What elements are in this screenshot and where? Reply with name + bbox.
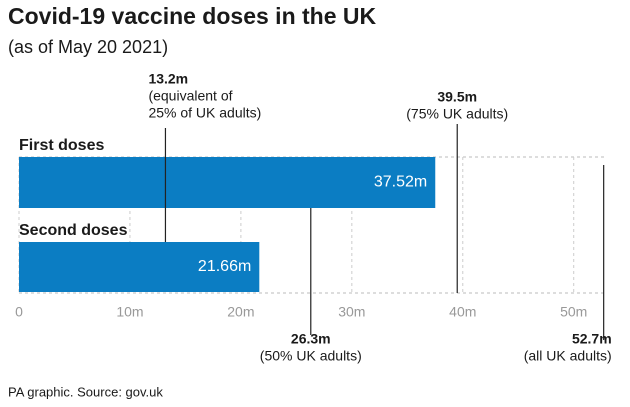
x-tick-label: 50m bbox=[560, 304, 587, 320]
x-tick-label: 20m bbox=[227, 304, 254, 320]
annotation-label: 52.7m bbox=[572, 331, 612, 347]
value-label: 37.52m bbox=[374, 174, 427, 191]
value-label: 21.66m bbox=[198, 258, 251, 275]
annotation-note: (all UK adults) bbox=[524, 348, 612, 364]
chart-subtitle: (as of May 20 2021) bbox=[8, 37, 168, 57]
category-label: First doses bbox=[19, 137, 104, 154]
x-tick-label: 30m bbox=[338, 304, 365, 320]
x-tick-label: 10m bbox=[116, 304, 143, 320]
x-tick-label: 40m bbox=[449, 304, 476, 320]
source: PA graphic. Source: gov.uk bbox=[8, 384, 163, 399]
annotation-label: 13.2m bbox=[148, 71, 188, 87]
category-label: Second doses bbox=[19, 222, 128, 239]
x-tick-label: 0 bbox=[15, 304, 23, 320]
annotation-note: (50% UK adults) bbox=[260, 348, 362, 364]
annotation-note: 25% of UK adults) bbox=[148, 105, 261, 121]
annotation-note: (equivalent of bbox=[148, 88, 232, 104]
bar bbox=[19, 157, 436, 208]
annotation-note: (75% UK adults) bbox=[406, 106, 508, 122]
annotation-label: 26.3m bbox=[291, 331, 331, 347]
chart-title: Covid-19 vaccine doses in the UK bbox=[8, 3, 377, 29]
bar bbox=[19, 242, 260, 292]
annotation-label: 39.5m bbox=[437, 89, 477, 105]
